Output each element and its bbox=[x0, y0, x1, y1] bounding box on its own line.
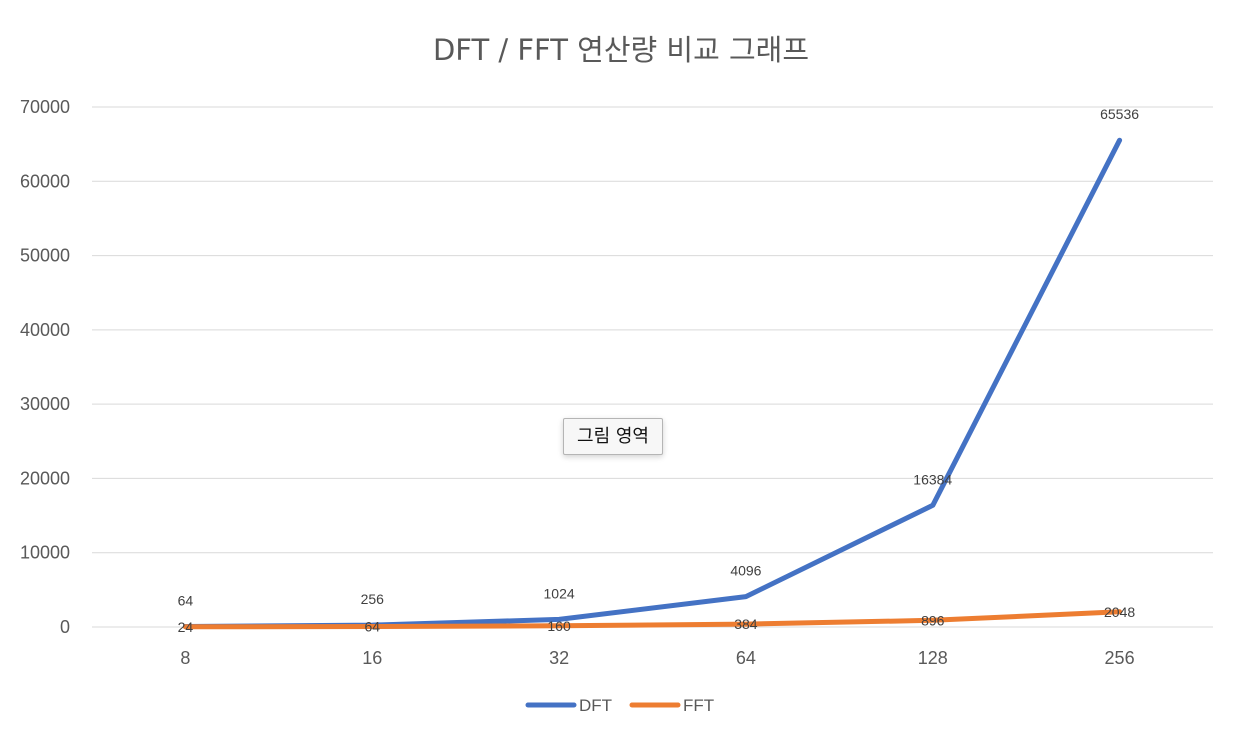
plot-area-tooltip: 그림 영역 bbox=[563, 418, 663, 455]
y-tick-label: 70000 bbox=[20, 97, 70, 117]
y-tick-label: 60000 bbox=[20, 171, 70, 191]
y-tick-label: 0 bbox=[60, 617, 70, 637]
y-axis-ticks: 0 10000 20000 30000 40000 50000 60000 70000 bbox=[20, 97, 70, 637]
y-tick-label: 10000 bbox=[20, 543, 70, 563]
y-tick-label: 40000 bbox=[20, 320, 70, 340]
data-label-fft: 2048 bbox=[1104, 604, 1135, 620]
series-line-dft bbox=[182, 137, 1123, 629]
data-label-fft: 384 bbox=[734, 616, 758, 632]
data-label-dft: 4096 bbox=[730, 563, 761, 579]
x-tick-label: 64 bbox=[736, 648, 756, 668]
y-tick-label: 20000 bbox=[20, 468, 70, 488]
data-label-dft: 65536 bbox=[1100, 106, 1139, 122]
series-line-fft bbox=[182, 609, 1123, 630]
y-tick-label: 30000 bbox=[20, 394, 70, 414]
legend-label-fft: FFT bbox=[683, 696, 714, 715]
x-tick-label: 128 bbox=[918, 648, 948, 668]
data-label-dft: 256 bbox=[361, 591, 385, 607]
legend-label-dft: DFT bbox=[579, 696, 612, 715]
x-tick-label: 8 bbox=[180, 648, 190, 668]
data-label-fft: 64 bbox=[364, 619, 380, 635]
data-label-fft: 24 bbox=[178, 619, 194, 635]
data-label-fft: 160 bbox=[547, 618, 571, 634]
legend: DFT FFT bbox=[525, 696, 714, 715]
gridlines bbox=[92, 106, 1213, 628]
x-tick-label: 16 bbox=[362, 648, 382, 668]
x-tick-label: 32 bbox=[549, 648, 569, 668]
x-axis-ticks: 8 16 32 64 128 256 bbox=[180, 648, 1134, 668]
data-label-dft: 16384 bbox=[913, 471, 952, 487]
y-tick-label: 50000 bbox=[20, 246, 70, 266]
chart-title: DFT / FFT 연산량 비교 그래프 bbox=[433, 33, 809, 67]
data-label-fft: 896 bbox=[921, 612, 945, 628]
data-label-dft: 1024 bbox=[544, 585, 575, 601]
data-labels: 64 256 1024 4096 16384 65536 24 64 160 384 896 2048 bbox=[178, 106, 1140, 635]
data-label-dft: 64 bbox=[178, 593, 194, 609]
x-tick-label: 256 bbox=[1105, 648, 1135, 668]
series-lines bbox=[182, 137, 1123, 630]
